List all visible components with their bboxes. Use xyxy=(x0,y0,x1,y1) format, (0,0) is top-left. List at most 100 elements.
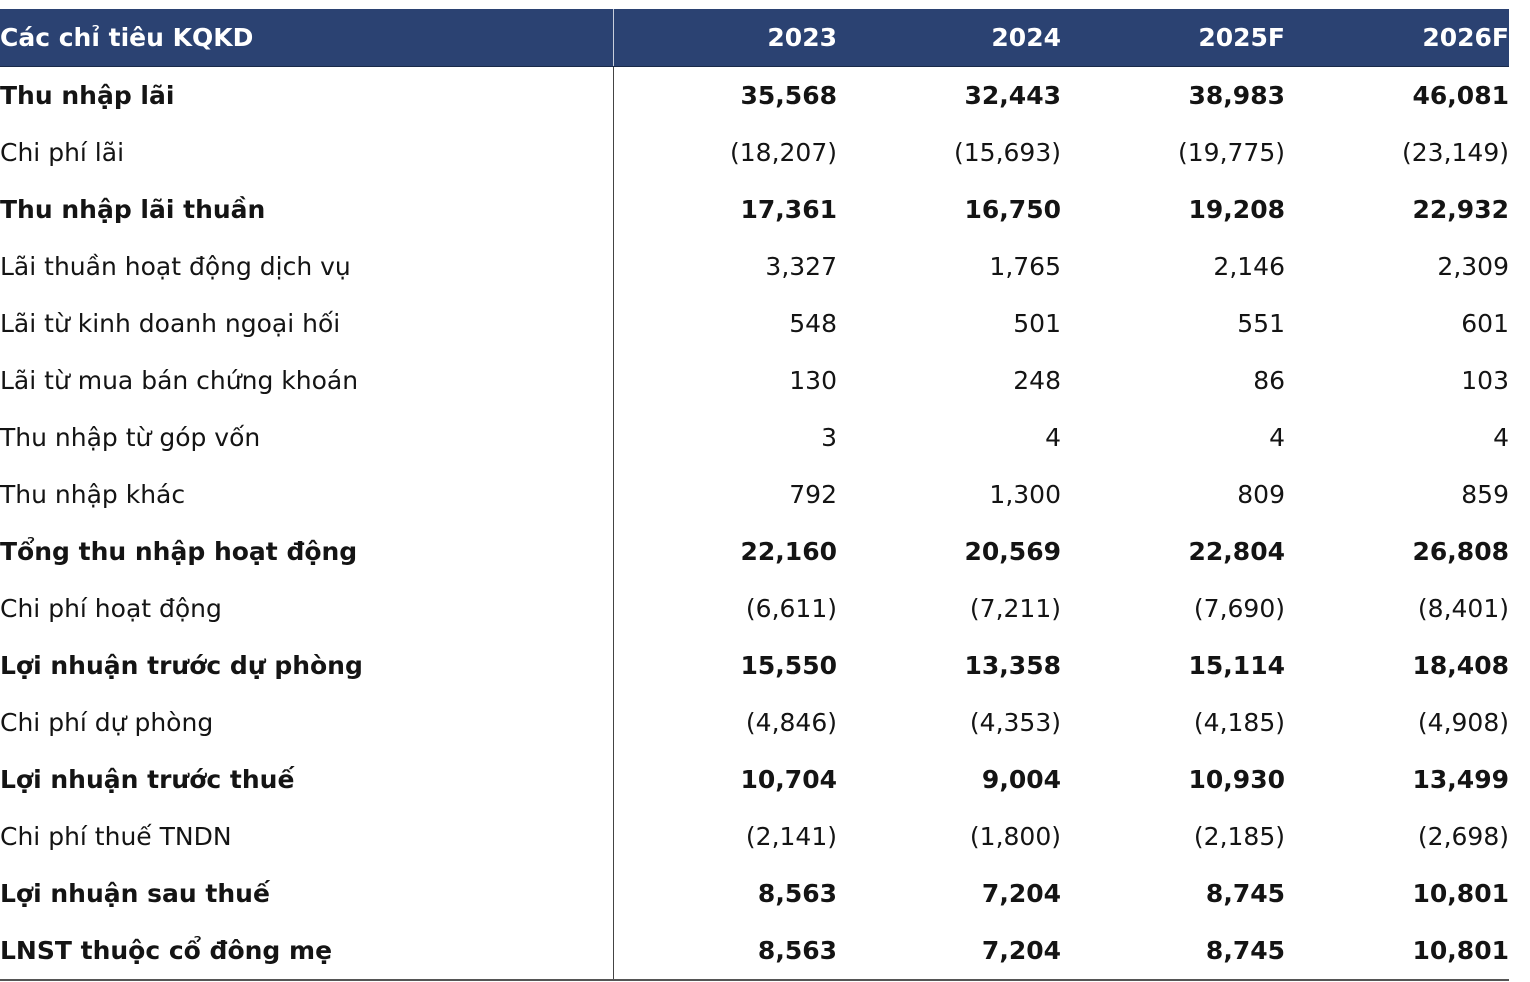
value-cell: 22,932 xyxy=(1412,195,1509,224)
label-cell: Chi phí lãi xyxy=(0,124,614,181)
table-row: Thu nhập từ góp vốn 3 4 4 4 xyxy=(0,409,1509,466)
header-row: Các chỉ tiêu KQKD 2023 2024 2025F 2026F xyxy=(0,9,1509,67)
value-cell: 4 xyxy=(1045,423,1061,452)
value-cell: 22,804 xyxy=(1188,537,1285,566)
label-cell: Lãi từ mua bán chứng khoán xyxy=(0,352,614,409)
value-cell: 38,983 xyxy=(1188,81,1285,110)
label-cell: Lợi nhuận trước dự phòng xyxy=(0,637,614,694)
table-row: Thu nhập lãi thuần 17,361 16,750 19,208 22,9… xyxy=(0,181,1509,238)
value-cell: 792 xyxy=(789,480,837,509)
label-cell: Chi phí dự phòng xyxy=(0,694,614,751)
label-cell: Thu nhập từ góp vốn xyxy=(0,409,614,466)
value-cell: 548 xyxy=(789,309,837,338)
value-cell: 130 xyxy=(789,366,837,395)
label-cell: Lãi thuần hoạt động dịch vụ xyxy=(0,238,614,295)
value-cell: 18,408 xyxy=(1412,651,1509,680)
value-cell: 46,081 xyxy=(1412,81,1509,110)
table-row: Thu nhập khác 792 1,300 809 859 xyxy=(0,466,1509,523)
label-cell: Lợi nhuận trước thuế xyxy=(0,751,614,808)
value-cell: 2,146 xyxy=(1213,252,1285,281)
results-table: Các chỉ tiêu KQKD 2023 2024 2025F 2026F Thu … xyxy=(0,9,1509,981)
value-cell: 859 xyxy=(1461,480,1509,509)
value-cell: 1,300 xyxy=(989,480,1061,509)
table-row: Chi phí dự phòng (4,846) (4,353) (4,185) (4,… xyxy=(0,694,1509,751)
value-cell: 8,745 xyxy=(1205,879,1285,908)
value-cell: (18,207) xyxy=(730,138,837,167)
label-cell: Lợi nhuận sau thuế xyxy=(0,865,614,922)
value-cell: 501 xyxy=(1013,309,1061,338)
year-header: 2023 xyxy=(613,9,837,67)
table-row: Tổng thu nhập hoạt động 22,160 20,569 22,80… xyxy=(0,523,1509,580)
value-cell: (15,693) xyxy=(954,138,1061,167)
value-cell: 103 xyxy=(1461,366,1509,395)
table-row: Lãi thuần hoạt động dịch vụ 3,327 1,765 2,1… xyxy=(0,238,1509,295)
table-body: Thu nhập lãi 35,568 32,443 38,983 46,081 Chi … xyxy=(0,66,1509,981)
value-cell: (4,185) xyxy=(1193,708,1285,737)
value-cell: 15,550 xyxy=(740,651,837,680)
value-cell: (7,690) xyxy=(1193,594,1285,623)
label-cell: Thu nhập lãi xyxy=(0,66,614,124)
value-cell: 8,563 xyxy=(757,879,837,908)
value-cell: 22,160 xyxy=(740,537,837,566)
value-cell: 26,808 xyxy=(1412,537,1509,566)
table-row: LNST thuộc cổ đông mẹ 8,563 7,204 8,745 10,8… xyxy=(0,922,1509,981)
value-cell: 2,309 xyxy=(1437,252,1509,281)
value-cell: 10,704 xyxy=(740,765,837,794)
label-cell: Chi phí hoạt động xyxy=(0,580,614,637)
value-cell: 13,499 xyxy=(1412,765,1509,794)
table-row: Chi phí thuế TNDN (2,141) (1,800) (2,185) (2… xyxy=(0,808,1509,865)
table-row: Lãi từ mua bán chứng khoán 130 248 86 103 xyxy=(0,352,1509,409)
value-cell: 10,801 xyxy=(1285,922,1509,981)
value-cell: 15,114 xyxy=(1188,651,1285,680)
year-header: 2024 xyxy=(837,9,1061,67)
value-cell: 248 xyxy=(1013,366,1061,395)
value-cell: 7,204 xyxy=(981,879,1061,908)
value-cell: (2,698) xyxy=(1417,822,1509,851)
value-cell: (4,908) xyxy=(1417,708,1509,737)
value-cell: 809 xyxy=(1237,480,1285,509)
value-cell: 10,801 xyxy=(1412,879,1509,908)
value-cell: 17,361 xyxy=(740,195,837,224)
value-cell: 8,563 xyxy=(613,922,837,981)
table-row: Thu nhập lãi 35,568 32,443 38,983 46,081 xyxy=(0,66,1509,124)
value-cell: (4,353) xyxy=(969,708,1061,737)
table-row: Chi phí lãi (18,207) (15,693) (19,775) (23,1… xyxy=(0,124,1509,181)
value-cell: 35,568 xyxy=(740,81,837,110)
year-header: 2025F xyxy=(1061,9,1285,67)
value-cell: (7,211) xyxy=(969,594,1061,623)
value-cell: 3 xyxy=(821,423,837,452)
value-cell: (19,775) xyxy=(1178,138,1285,167)
label-header: Các chỉ tiêu KQKD xyxy=(0,9,614,67)
table-row: Lãi từ kinh doanh ngoại hối 548 501 551 601 xyxy=(0,295,1509,352)
value-cell: 16,750 xyxy=(964,195,1061,224)
value-cell: 7,204 xyxy=(837,922,1061,981)
table-row: Lợi nhuận sau thuế 8,563 7,204 8,745 10,801 xyxy=(0,865,1509,922)
value-cell: (8,401) xyxy=(1417,594,1509,623)
value-cell: 19,208 xyxy=(1188,195,1285,224)
label-cell: Thu nhập khác xyxy=(0,466,614,523)
value-cell: 13,358 xyxy=(964,651,1061,680)
value-cell: 8,745 xyxy=(1061,922,1285,981)
value-cell: 20,569 xyxy=(964,537,1061,566)
value-cell: 32,443 xyxy=(964,81,1061,110)
value-cell: (4,846) xyxy=(745,708,837,737)
value-cell: 1,765 xyxy=(989,252,1061,281)
value-cell: 601 xyxy=(1461,309,1509,338)
value-cell: 86 xyxy=(1253,366,1285,395)
label-cell: Tổng thu nhập hoạt động xyxy=(0,523,614,580)
value-cell: (1,800) xyxy=(969,822,1061,851)
label-cell: Chi phí thuế TNDN xyxy=(0,808,614,865)
value-cell: (6,611) xyxy=(745,594,837,623)
year-header: 2026F xyxy=(1285,9,1509,67)
value-cell: (2,185) xyxy=(1193,822,1285,851)
value-cell: (2,141) xyxy=(745,822,837,851)
value-cell: 9,004 xyxy=(981,765,1061,794)
table-row: Chi phí hoạt động (6,611) (7,211) (7,690) (8… xyxy=(0,580,1509,637)
label-cell: Thu nhập lãi thuần xyxy=(0,181,614,238)
value-cell: 3,327 xyxy=(765,252,837,281)
value-cell: 10,930 xyxy=(1188,765,1285,794)
table-row: Lợi nhuận trước thuế 10,704 9,004 10,930 13,… xyxy=(0,751,1509,808)
value-cell: 4 xyxy=(1269,423,1285,452)
value-cell: 4 xyxy=(1493,423,1509,452)
